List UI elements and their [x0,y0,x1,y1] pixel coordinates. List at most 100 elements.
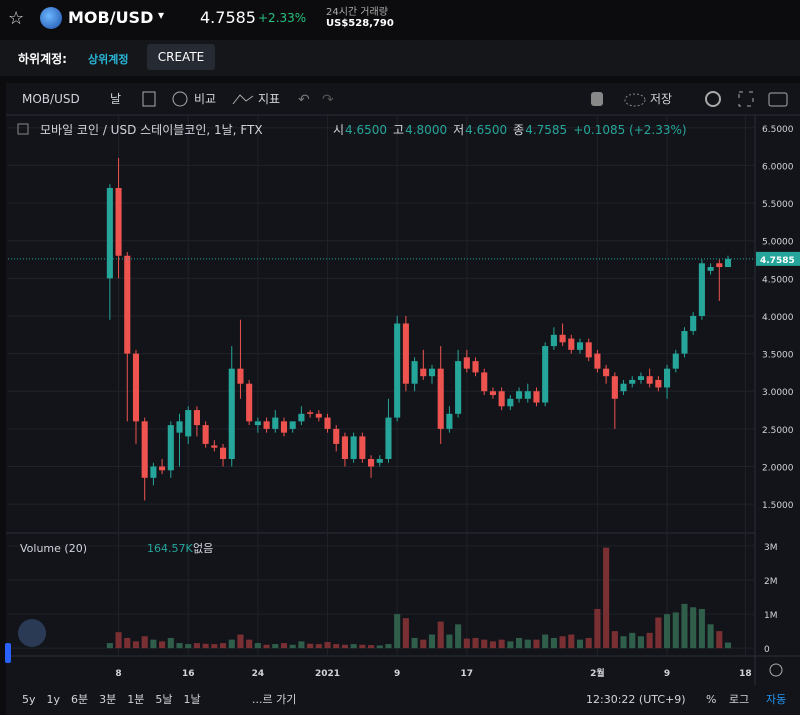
symbol[interactable]: MOB/USD [68,8,154,27]
candle-body [707,267,714,271]
star-icon[interactable]: ☆ [8,8,25,29]
ohlc-low: 4.6500 [465,123,507,137]
log-toggle[interactable]: 로그 [729,693,749,706]
redo[interactable]: ↷ [322,92,334,108]
change: +2.33% [258,11,307,25]
candle-body [507,398,514,407]
indicator-icon[interactable] [232,94,254,105]
candle-icon[interactable] [142,91,156,107]
y-tick-label: 3.0000 [762,388,794,398]
volume-bar [333,644,340,649]
volume-bar [716,631,723,649]
fullscreen-icon[interactable] [738,91,754,107]
volume-bar [603,547,610,649]
volume-bar [655,617,662,649]
volume-bar [211,644,218,649]
volume-bar [524,639,531,649]
volume-bar [307,643,314,649]
side-handle[interactable] [5,643,11,663]
collapse-icon[interactable] [17,123,29,135]
candle-body [629,379,636,384]
candle-body [420,368,427,377]
goto-date[interactable]: ...르 가기 [252,693,296,706]
volume-bar [568,634,575,649]
volume-bar [437,621,444,649]
logo-badge[interactable] [18,619,46,647]
volume-bar [420,639,427,649]
bottom-controls: 5y 1y 6분 3분 1분 5날 1날 ...르 가기 12:30:22 (UTC+9)% 로그… [22,693,786,706]
compare-icon[interactable] [172,91,188,107]
camera-icon[interactable] [768,92,788,107]
y-tick-label: 1.5000 [762,501,794,511]
candle-body [202,425,209,444]
range-button[interactable]: 5y [22,693,36,706]
volume-bar [550,637,557,649]
range-button[interactable]: 1날 [184,693,201,706]
volume-bar [428,634,436,649]
candle-body [359,436,366,459]
y-tick-label: 4.0000 [762,313,794,323]
sub-account-label: 하위계정: [18,52,67,66]
parent-account[interactable]: 상위계정 [88,53,129,66]
toolbar-save[interactable]: 저장 [650,92,672,106]
range-button[interactable]: 1분 [127,693,144,706]
percent-toggle[interactable]: % [706,693,716,706]
candle-body [394,323,401,418]
volume-value: US$528,790 [326,18,394,29]
volume-bar [681,603,688,649]
volume-bar [385,644,392,649]
x-tick-label: 17 [461,669,474,679]
toolbar-interval[interactable]: 날 [110,92,121,106]
x-tick-label: 2월 [590,667,605,679]
candle-body [176,421,183,433]
create-button[interactable]: CREATE [147,44,215,70]
candle-body [315,413,322,418]
volume-bar [141,636,148,649]
ohlc-open: 4.6500 [345,123,387,137]
settings-icon[interactable] [705,91,721,107]
candle-body [341,436,348,459]
last-price-tag [756,251,800,266]
volume-bar [132,641,140,649]
axis-settings[interactable] [769,663,783,677]
candle-body [411,361,418,384]
y-tick-label: 6.0000 [762,162,794,172]
ohlc-high-key: 고 [393,123,404,137]
range-button[interactable]: 6분 [71,693,88,706]
volume-bar [315,644,322,649]
candle-body [289,421,296,429]
auto-toggle[interactable]: 자동 [766,693,786,706]
candle-body [185,410,192,437]
dropdown-arrow[interactable]: ▾ [158,8,165,22]
volume-bar [185,644,192,649]
candle-body [263,421,270,429]
volume-bar [585,637,592,649]
candle-body [559,334,566,343]
candle-body [254,421,261,426]
volume-bar [124,637,131,649]
candle-body [150,466,157,478]
range-button[interactable]: 1y [47,693,61,706]
hand-icon[interactable] [591,92,603,106]
toolbar-symbol[interactable]: MOB/USD [22,92,80,106]
x-tick-label: 16 [182,669,195,679]
volume-bar [498,639,505,649]
volume-bar [542,634,549,649]
volume-bar [489,641,496,649]
range-button[interactable]: 5날 [155,693,172,706]
undo[interactable]: ↶ [298,92,310,108]
range-button[interactable]: 3분 [99,693,116,706]
volume-bar [455,624,462,649]
toolbar [6,83,800,115]
volume-bar [472,637,479,649]
volume-bar [167,637,174,649]
volume-bar [463,638,470,649]
cloud-icon[interactable] [624,93,646,107]
volume-bar [280,643,288,649]
x-tick-label: 24 [252,669,265,679]
volume-bar [272,644,279,649]
volume-bar [298,641,305,649]
toolbar-indicators[interactable]: 지표 [258,92,280,106]
toolbar-compare[interactable]: 비교 [194,92,216,106]
volume-bar [324,642,331,649]
